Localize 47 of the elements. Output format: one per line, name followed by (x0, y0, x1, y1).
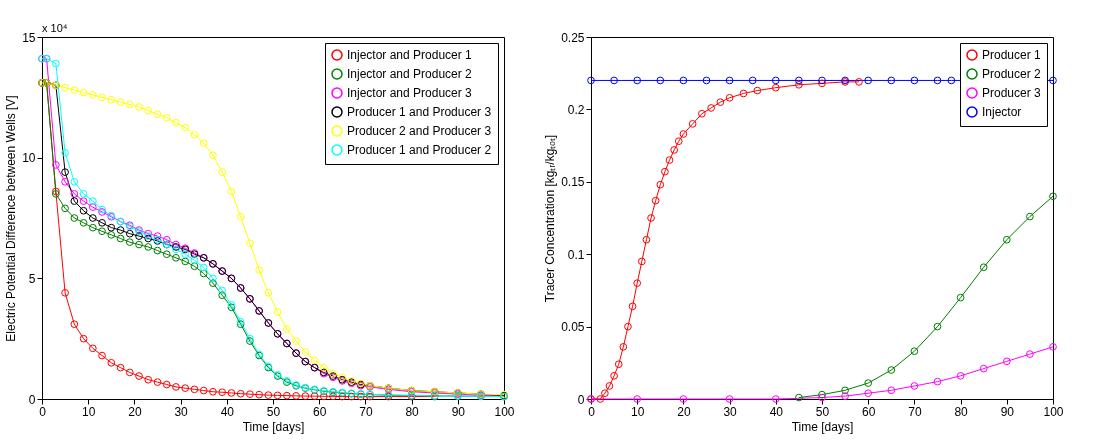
legend-label: Producer 1 and Producer 2 (347, 143, 492, 157)
x-tick-label: 100 (1043, 404, 1064, 419)
legend-label: Producer 2 and Producer 3 (347, 124, 492, 138)
y-tick-label: 0.05 (561, 320, 585, 335)
y-tick-label: 0.1 (567, 247, 585, 262)
legend-label: Injector and Producer 3 (347, 86, 473, 100)
x-tick-label: 70 (359, 404, 373, 419)
y-tick-label: 5 (28, 271, 36, 286)
x-tick-label: 80 (405, 404, 420, 419)
x-tick-label: 0 (39, 404, 47, 419)
y-tick-label: 0 (577, 392, 585, 407)
x-tick-label: 40 (220, 404, 235, 419)
y-tick-label: 0 (28, 392, 36, 407)
legend-label: Producer 2 (982, 67, 1042, 81)
x-tick-label: 90 (1000, 404, 1015, 419)
x-tick-label: 10 (82, 404, 96, 419)
legend-label: Injector (982, 105, 1022, 119)
legend-label: Injector and Producer 2 (347, 67, 473, 81)
legend-label: Producer 3 (982, 86, 1042, 100)
x-tick-label: 70 (908, 404, 922, 419)
x-tick-label: 60 (313, 404, 327, 419)
y-tick-label: 0.15 (561, 175, 585, 190)
y-axis-title: Tracer Concentration [kgₜᵣ/kgₜₒₜ] (543, 134, 558, 303)
x-axis-title: Time [days] (242, 419, 305, 434)
x-tick-label: 50 (815, 404, 830, 419)
x-axis-title: Time [days] (791, 419, 854, 434)
x-tick-label: 20 (128, 404, 142, 419)
legend-label: Injector and Producer 1 (347, 48, 473, 62)
x-tick-label: 90 (451, 404, 466, 419)
y-tick-label: 15 (22, 30, 36, 45)
x-tick-label: 30 (723, 404, 738, 419)
x-tick-label: 20 (677, 404, 691, 419)
x-tick-label: 0 (588, 404, 596, 419)
x-tick-label: 40 (769, 404, 784, 419)
x-tick-label: 10 (631, 404, 645, 419)
legend-label: Producer 1 and Producer 3 (347, 105, 492, 119)
text: x 10⁴ (42, 22, 68, 34)
x-tick-label: 60 (862, 404, 876, 419)
y-axis-title: Electric Potential Difference between Wells [V] (4, 95, 19, 342)
x-tick-label: 100 (494, 404, 515, 419)
x-tick-label: 50 (266, 404, 281, 419)
x-tick-label: 30 (174, 404, 189, 419)
y-tick-label: 10 (22, 151, 36, 166)
y-tick-label: 0.25 (561, 30, 585, 45)
legend-label: Producer 1 (982, 48, 1042, 62)
y-tick-label: 0.2 (567, 102, 585, 117)
x-tick-label: 80 (954, 404, 969, 419)
